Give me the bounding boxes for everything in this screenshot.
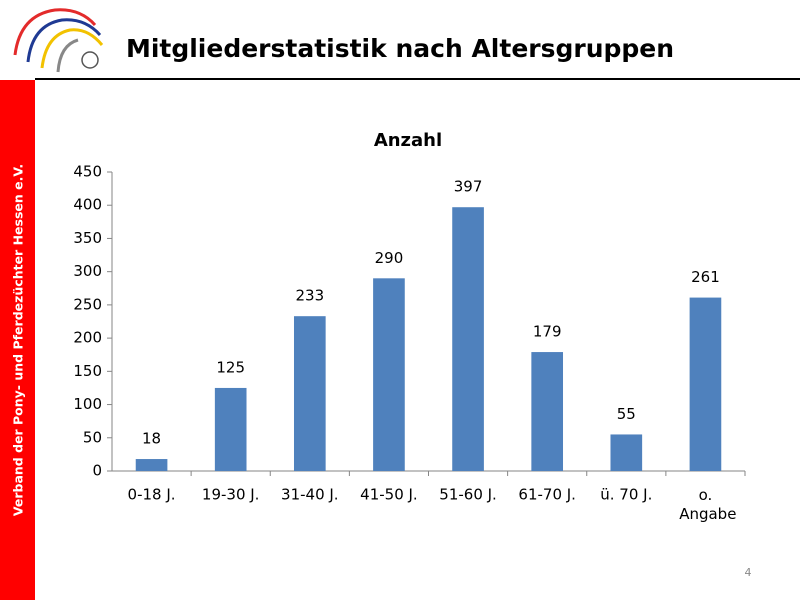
y-tick-label: 150 [73,362,102,380]
logo-line [26,18,102,63]
logo-crest [81,51,99,69]
bar [610,434,643,471]
x-tick-label: 19-30 J. [202,486,260,504]
x-tick-label: 51-60 J. [439,486,497,504]
y-tick-label: 50 [83,428,102,446]
y-tick-label: 450 [73,163,102,181]
y-tick-label: 300 [73,262,102,280]
sidebar [0,80,35,600]
data-label: 55 [617,405,636,423]
logo-line [40,28,104,69]
logo [13,8,104,73]
data-label: 290 [375,249,404,267]
x-tick-label: ü. 70 J. [600,486,652,504]
bar [452,207,484,471]
data-label: 125 [216,358,245,376]
x-tick-label: 0-18 J. [128,486,176,504]
y-tick-label: 350 [73,229,102,247]
data-label: 397 [454,178,483,196]
y-tick-label: 0 [92,462,102,480]
data-label: 233 [295,287,324,305]
y-tick-label: 100 [73,395,102,413]
logo-line [13,8,97,56]
bar [373,278,405,471]
bar [689,297,722,471]
data-label: 179 [533,323,562,341]
bar [135,459,168,471]
bar [293,316,326,471]
bar [531,352,564,471]
page-number: 4 [745,566,752,579]
data-label: 18 [142,430,161,448]
y-tick-label: 400 [73,196,102,214]
x-tick-label: o. Angabe [674,486,736,523]
chart-title: Anzahl [374,130,442,151]
sidebar-text: Verband der Pony- und Pferdezüchter Hess… [11,164,26,516]
y-tick-label: 250 [73,295,102,313]
x-tick-label: 31-40 J. [281,486,339,504]
bar [214,387,247,471]
y-tick-label: 200 [73,329,102,347]
logo-line [56,38,79,73]
x-tick-label: 61-70 J. [518,486,576,504]
x-tick-label: 41-50 J. [360,486,418,504]
data-label: 261 [691,268,720,286]
slide-title: Mitgliederstatistik nach Altersgruppen [126,34,674,63]
